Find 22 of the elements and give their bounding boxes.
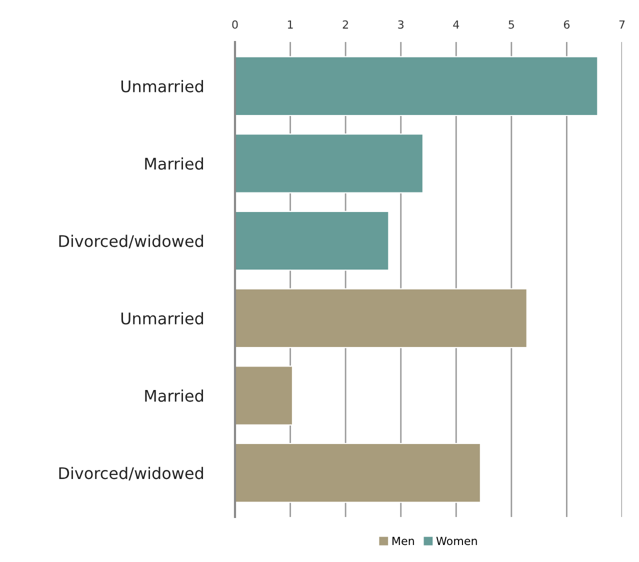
y-tick-label: Married — [145, 389, 203, 402]
x-tick-label: 2 — [342, 20, 348, 29]
legend-label: Men — [392, 536, 414, 546]
bar — [235, 442, 482, 503]
bar — [235, 56, 598, 116]
x-tick-label: 4 — [453, 20, 460, 29]
x-tick-label: 0 — [232, 20, 238, 29]
bar — [235, 134, 424, 194]
y-tick-label: Married — [145, 157, 203, 170]
legend-label: Women — [436, 536, 477, 546]
x-tick-label: 5 — [508, 20, 514, 29]
y-tick-label: Divorced/widowed — [59, 234, 203, 248]
x-tick-label: 7 — [619, 20, 625, 29]
y-tick-label: Unmarried — [121, 312, 203, 324]
bar — [235, 366, 294, 426]
bar — [235, 288, 528, 348]
x-tick-label: 1 — [288, 20, 293, 29]
x-tick-label: 3 — [398, 20, 404, 29]
x-tick-label: 6 — [564, 20, 570, 29]
y-tick-label: Divorced/widowed — [59, 466, 203, 480]
y-tick-label: Unmarried — [121, 80, 203, 92]
bar — [235, 210, 390, 271]
